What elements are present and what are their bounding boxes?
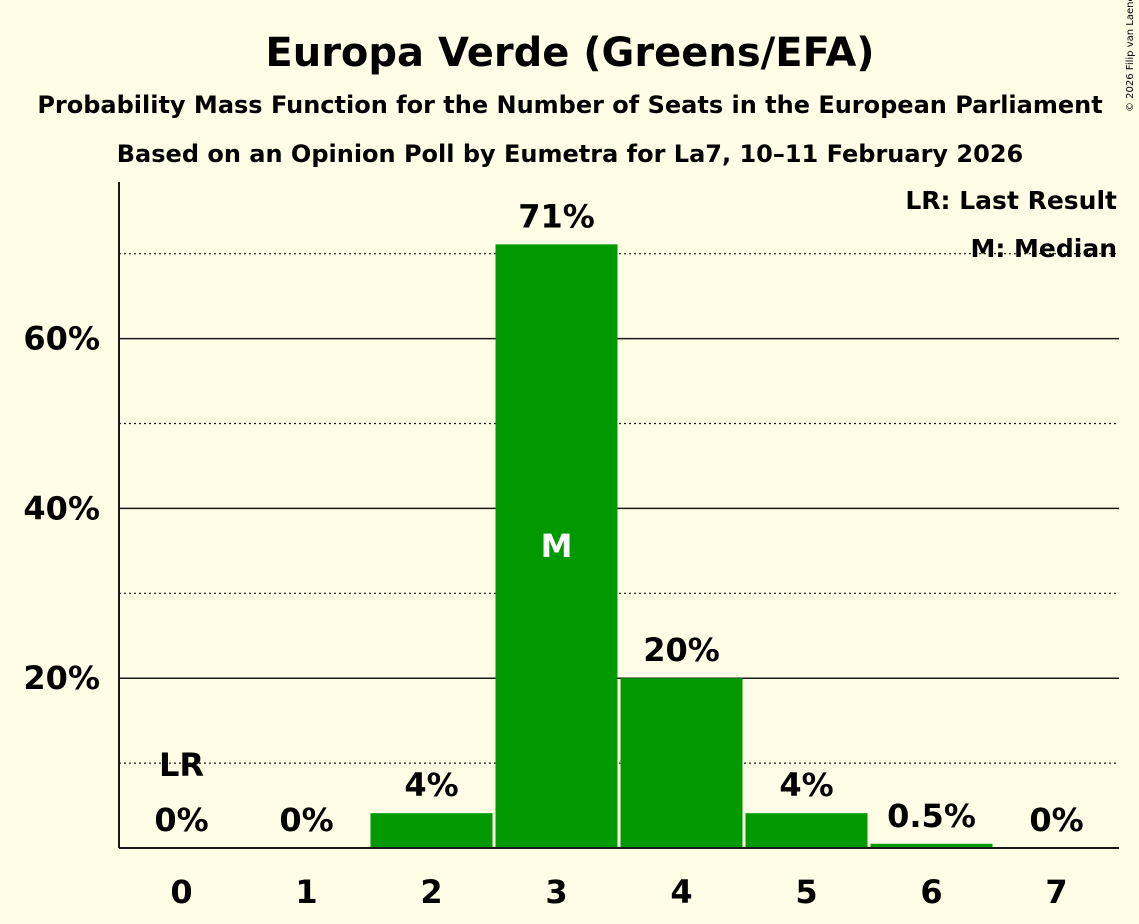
chart-subtitle: Probability Mass Function for the Number… <box>37 91 1102 119</box>
bar <box>370 813 493 848</box>
data-label: 20% <box>643 631 720 669</box>
legend-median: M: Median <box>970 234 1117 263</box>
data-label: 0% <box>154 801 208 839</box>
x-tick-label: 1 <box>295 873 317 911</box>
x-tick-label: 4 <box>670 873 692 911</box>
gridlines: 20% 40% 60% <box>23 253 1119 764</box>
bar <box>495 244 618 848</box>
legend-last-result: LR: Last Result <box>905 186 1117 215</box>
bar <box>620 678 743 848</box>
bar <box>745 813 868 848</box>
median-marker: M <box>541 527 573 565</box>
bar <box>870 843 993 848</box>
data-label: 0% <box>279 801 333 839</box>
x-tick-label: 5 <box>795 873 817 911</box>
x-tick-label: 3 <box>545 873 567 911</box>
bars <box>370 244 993 848</box>
data-label: 0.5% <box>887 797 976 835</box>
y-tick-label: 60% <box>23 320 100 358</box>
data-label: 71% <box>518 197 595 235</box>
copyright-text: © 2026 Filip van Laenen <box>1125 0 1136 112</box>
data-label: 0% <box>1029 801 1083 839</box>
x-tick-label: 6 <box>920 873 942 911</box>
axes: 0 1 2 3 4 5 6 7 <box>118 182 1119 911</box>
chart-subtitle-poll: Based on an Opinion Poll by Eumetra for … <box>117 140 1023 168</box>
data-label: 4% <box>779 766 833 804</box>
data-label: 4% <box>404 766 458 804</box>
x-tick-label: 2 <box>420 873 442 911</box>
x-tick-label: 7 <box>1045 873 1067 911</box>
y-tick-label: 40% <box>23 489 100 527</box>
chart-title: Europa Verde (Greens/EFA) <box>265 30 874 76</box>
data-labels: 0% LR 0% 4% 71% M 20% 4% 0.5% 0% <box>154 197 1083 839</box>
y-tick-label: 20% <box>23 659 100 697</box>
x-tick-label: 0 <box>170 873 192 911</box>
last-result-marker: LR <box>159 746 204 784</box>
